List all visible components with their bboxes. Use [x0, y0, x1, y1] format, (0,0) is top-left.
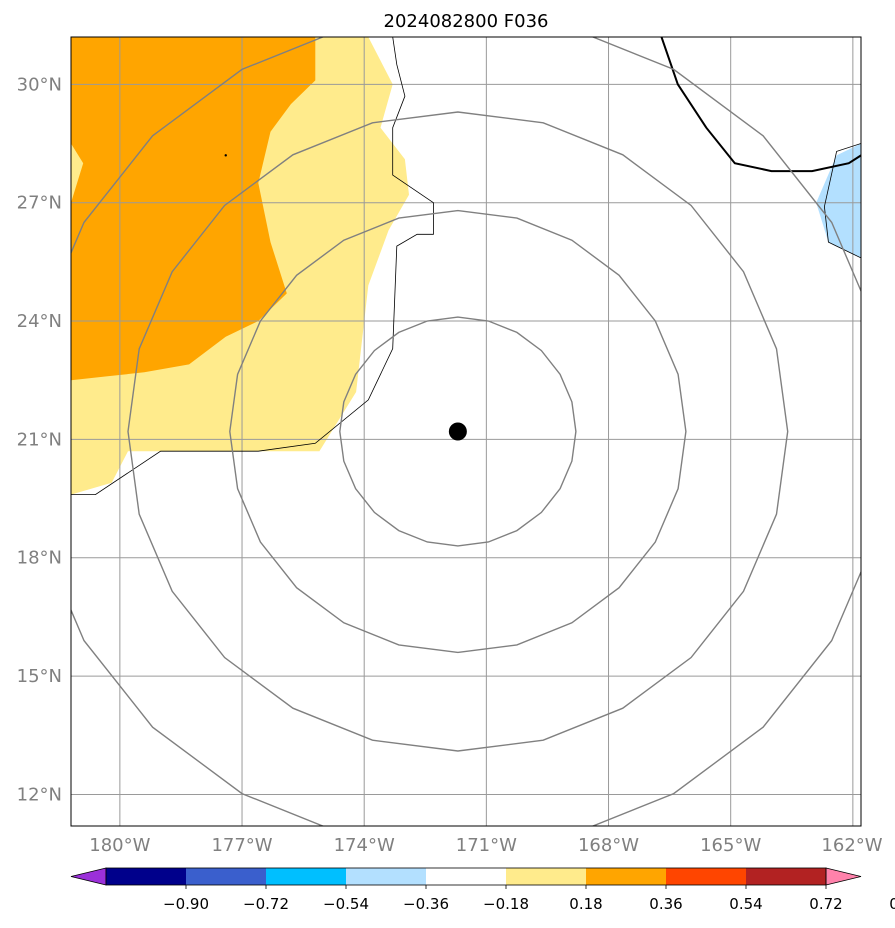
colorbar-segment	[586, 868, 666, 885]
colorbar-tick-label: −0.54	[323, 895, 369, 913]
colorbar-extend-high	[825, 867, 862, 886]
colorbar-segment	[666, 868, 746, 885]
colorbar-tick-label: −0.72	[243, 895, 289, 913]
filled-region-2	[816, 143, 861, 258]
colorbar-tick-label: 0.90	[889, 895, 895, 913]
y-tick-label: 21°N	[17, 429, 62, 450]
plot-frame	[70, 36, 862, 827]
colorbar-segment	[746, 868, 826, 885]
colorbar-segment	[266, 868, 346, 885]
colorbar-tick-label: −0.90	[163, 895, 209, 913]
storm-center-marker	[448, 422, 467, 441]
y-tick-label: 12°N	[17, 784, 62, 805]
colorbar-extend-low	[70, 867, 107, 886]
x-tick-label: 168°W	[578, 835, 639, 856]
range-ring-3	[71, 37, 861, 826]
y-tick-label: 24°N	[17, 311, 62, 332]
range-ring-0	[339, 316, 577, 547]
range-ring-1	[229, 209, 687, 654]
colorbar-segment	[106, 868, 186, 885]
range-ring-2	[127, 111, 789, 752]
colorbar-segment	[346, 868, 426, 885]
x-tick-label: 177°W	[211, 835, 272, 856]
small-island-dot	[224, 154, 227, 157]
colorbar-tick-label: −0.18	[483, 895, 529, 913]
colorbar-tick-label: −0.36	[403, 895, 449, 913]
coastline-1	[823, 143, 861, 259]
colorbar-tick-label: 0.36	[649, 895, 682, 913]
plot-area	[71, 37, 861, 826]
x-tick-label: 165°W	[700, 835, 761, 856]
colorbar-segment	[506, 868, 586, 885]
colorbar-tick-label: 0.54	[729, 895, 762, 913]
colorbar-segment	[426, 868, 506, 885]
filled-region-1	[71, 37, 316, 381]
y-tick-label: 27°N	[17, 193, 62, 214]
y-tick-label: 30°N	[17, 74, 62, 95]
y-tick-label: 18°N	[17, 548, 62, 569]
coastline-0	[71, 37, 434, 496]
colorbar-segment	[186, 868, 266, 885]
x-tick-label: 174°W	[334, 835, 395, 856]
x-tick-label: 171°W	[456, 835, 517, 856]
boundary-line	[660, 37, 861, 173]
colorbar-frame	[105, 867, 827, 886]
x-tick-label: 180°W	[89, 835, 150, 856]
colorbar-tick-label: 0.72	[809, 895, 842, 913]
chart-title: 2024082800 F036	[384, 11, 549, 32]
colorbar: −0.90 −0.72 −0.54 −0.36 −0.18 0.18 0.36 0.54 0.7…	[70, 867, 895, 913]
y-tick-label: 15°N	[17, 666, 62, 687]
x-tick-label: 162°W	[821, 835, 882, 856]
colorbar-tick-label: 0.18	[569, 895, 602, 913]
